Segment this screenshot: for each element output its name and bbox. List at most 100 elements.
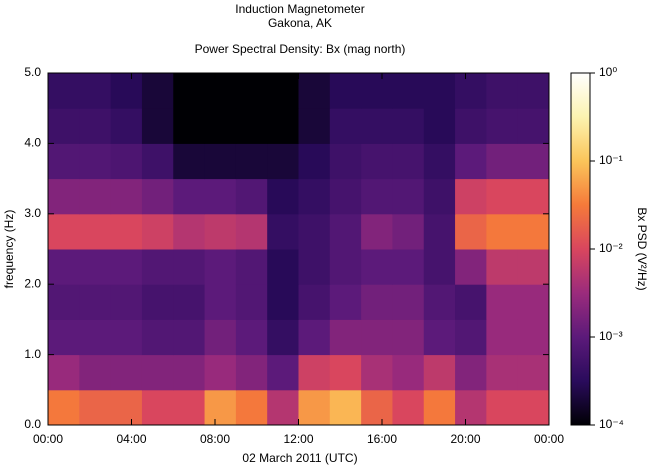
heatmap-cell [455,73,487,109]
heatmap-cell [423,319,456,356]
y-tick-label: 4.0 [24,136,41,150]
heatmap-cell [455,249,487,285]
colorbar [570,72,591,426]
heatmap-cell [235,354,268,391]
x-tick-label: 12:00 [283,432,313,446]
heatmap-cell [267,249,299,285]
chart-subtitle: Gakona, AK [268,16,332,30]
heatmap-cell [423,73,456,109]
heatmap-cell [48,319,80,356]
heatmap-cell [173,213,206,250]
heatmap-cell [392,249,425,285]
heatmap-cell [235,213,268,250]
heatmap-cell [48,354,80,391]
heatmap-cell [267,389,299,426]
heatmap-cell [517,73,550,109]
heatmap-cell [329,108,362,144]
y-tick-label: 3.0 [24,206,41,220]
x-tick-label: 04:00 [116,432,146,446]
heatmap-cell [486,319,519,356]
heatmap-cell [361,249,393,285]
heatmap-cell [267,213,299,250]
heatmap-cell [486,143,519,180]
colorbar-tick-label: 10⁻¹ [599,153,623,167]
colorbar-label: Bx PSD (V²/Hz) [635,207,649,290]
heatmap-cell [392,354,425,391]
heatmap-cell [361,178,393,215]
heatmap-cell [517,178,550,215]
heatmap-cell [329,284,362,320]
heatmap-cell [235,319,268,356]
heatmap-cell [173,143,206,180]
heatmap-cell [267,73,299,109]
heatmap-cell [267,108,299,144]
heatmap-cell [517,319,550,356]
heatmap-cell [141,319,174,356]
heatmap-cell [235,73,268,109]
heatmap-cell [204,108,237,144]
heatmap-cell [517,143,550,180]
heatmap-cell [392,319,425,356]
x-tick-label: 16:00 [367,432,397,446]
heatmap-cell [110,143,143,180]
heatmap-cell [517,284,550,320]
heatmap-cell [204,284,237,320]
heatmap-cell [486,108,519,144]
heatmap-cell [173,108,206,144]
heatmap-cell [79,213,112,250]
heatmap-cell [141,143,174,180]
heatmap-cell [329,213,362,250]
heatmap-cell [486,178,519,215]
x-tick-label: 20:00 [450,432,480,446]
heatmap-cell [204,354,237,391]
heatmap-cell [48,143,80,180]
heatmap-cell [267,178,299,215]
heatmap-cell [329,319,362,356]
heatmap-cell [455,213,487,250]
heatmap-cell [48,389,80,426]
heatmap-cell [392,389,425,426]
heatmap-cell [235,143,268,180]
heatmap-cell [173,284,206,320]
heatmap-cell [267,284,299,320]
x-tick-label: 00:00 [33,432,63,446]
heatmap-cell [423,213,456,250]
heatmap-cell [361,143,393,180]
heatmap-cell [267,354,299,391]
heatmap-cell [48,108,80,144]
heatmap-cell [392,284,425,320]
heatmap-cell [141,108,174,144]
heatmap-cell [361,284,393,320]
heatmap-cell [110,178,143,215]
heatmap-cell [455,319,487,356]
heatmap-cell [79,108,112,144]
colorbar-tick-label: 10⁻⁴ [599,417,624,431]
heatmap-cell [298,178,331,215]
heatmap-cell [298,249,331,285]
y-tick-label: 5.0 [24,65,41,79]
heatmap-cell [298,213,331,250]
heatmap-cell [298,284,331,320]
heatmap-cell [517,213,550,250]
heatmap-cell [48,249,80,285]
y-tick-label: 1.0 [24,347,41,361]
heatmap-cell [329,389,362,426]
x-tick-label: 00:00 [534,432,564,446]
heatmap-cell [361,73,393,109]
heatmap-cell [110,108,143,144]
heatmap-cell [298,73,331,109]
heatmap-cell [298,143,331,180]
heatmap-cell [329,178,362,215]
heatmap-cell [361,108,393,144]
plot-title: Power Spectral Density: Bx (mag north) [195,42,406,56]
heatmap-cell [455,143,487,180]
heatmap-cell [79,73,112,109]
heatmap-cell [486,213,519,250]
heatmap-cell [79,249,112,285]
heatmap-cell [79,354,112,391]
heatmap-cell [361,319,393,356]
heatmap-cell [298,354,331,391]
heatmap-cell [392,178,425,215]
y-axis-label: frequency (Hz) [2,210,16,289]
